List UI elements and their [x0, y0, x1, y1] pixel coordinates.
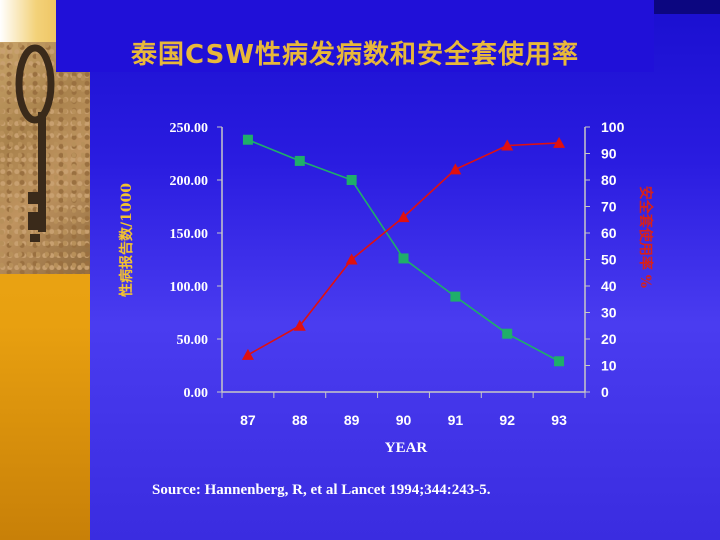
chart-series-lines [247, 138, 560, 362]
left-tick-label: 200.00 [170, 174, 209, 189]
x-tick-label: 89 [344, 412, 360, 428]
x-tick-label: 91 [448, 412, 464, 428]
condom-use-point [241, 348, 254, 360]
std-cases-point [398, 253, 409, 264]
right-tick-label: 20 [601, 331, 617, 347]
title-box [56, 0, 654, 72]
key-image [0, 42, 90, 274]
key-icon [15, 44, 55, 242]
condom-use-point [449, 163, 462, 175]
condom-use-point [345, 253, 358, 265]
left-tick-label: 150.00 [170, 227, 209, 242]
right-tick-label: 90 [601, 146, 617, 162]
x-tick-label: 87 [240, 412, 256, 428]
x-tick-label: 92 [499, 412, 515, 428]
left-tick-label: 250.00 [170, 121, 209, 136]
chart-ticks: 250.00200.00150.00100.0050.000.001009080… [170, 119, 625, 428]
x-tick-label: 90 [396, 412, 412, 428]
condom-use-point [501, 139, 514, 151]
right-tick-label: 80 [601, 172, 617, 188]
std-cases-point [450, 291, 461, 302]
condom-use-point [293, 319, 306, 331]
left-axis-title: 性病报告数/1000 [118, 183, 135, 297]
right-tick-label: 50 [601, 252, 617, 268]
x-tick-label: 93 [551, 412, 567, 428]
std-cases-point [294, 155, 305, 166]
right-tick-label: 30 [601, 305, 617, 321]
std-cases-point [346, 175, 357, 185]
left-tick-label: 100.00 [170, 280, 209, 295]
x-tick-label: 88 [292, 412, 308, 428]
std-cases-point [554, 356, 565, 367]
page-title: 泰国CSW性病发病数和安全套使用率 [131, 40, 579, 70]
condom-use-point [397, 211, 410, 223]
condom-use-point [553, 136, 566, 148]
left-tick-label: 50.00 [177, 333, 209, 348]
right-tick-label: 0 [601, 384, 609, 400]
right-tick-label: 10 [601, 358, 617, 374]
right-tick-label: 70 [601, 199, 617, 215]
std-cases-point [502, 328, 513, 339]
right-tick-label: 100 [601, 119, 625, 135]
left-tick-label: 0.00 [184, 386, 209, 401]
right-axis-title: 安全套使用率 % [637, 186, 654, 288]
x-axis-title: YEAR [385, 440, 428, 456]
right-tick-label: 60 [601, 225, 617, 241]
corner-decor [654, 0, 720, 14]
std-cases-point [242, 134, 253, 145]
condom-use-line [247, 142, 560, 356]
source-citation: Source: Hannenberg, R, et al Lancet 1994… [152, 482, 491, 498]
right-tick-label: 40 [601, 278, 617, 294]
chart-markers [241, 134, 566, 367]
